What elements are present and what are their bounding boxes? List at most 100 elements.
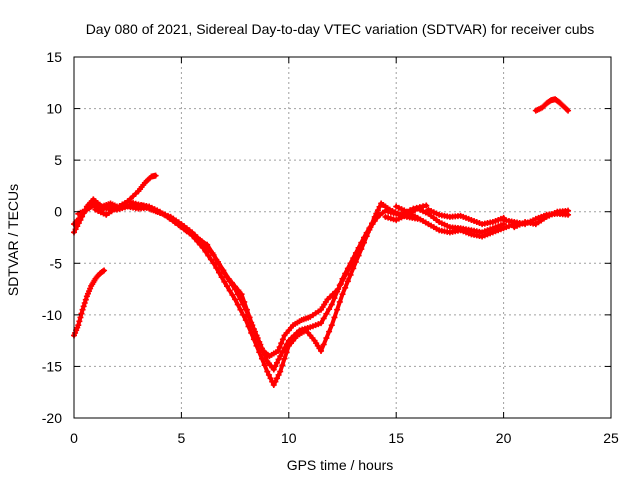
data-point xyxy=(347,271,354,278)
data-point xyxy=(228,279,235,286)
data-point xyxy=(320,341,327,348)
data-point xyxy=(80,303,87,310)
data-point xyxy=(209,250,216,257)
data-point xyxy=(337,280,344,287)
data-point xyxy=(364,229,371,236)
data-point xyxy=(221,278,228,285)
data-point xyxy=(328,322,335,329)
data-layer xyxy=(71,96,572,388)
data-point xyxy=(270,381,277,388)
data-point xyxy=(343,270,350,277)
data-point xyxy=(331,295,338,302)
y-tick-label: -5 xyxy=(50,255,63,271)
data-point xyxy=(225,275,232,282)
data-point xyxy=(257,341,264,348)
data-point xyxy=(218,274,225,281)
data-point xyxy=(340,275,347,282)
data-point xyxy=(279,336,286,343)
data-point xyxy=(267,375,274,382)
data-point xyxy=(171,219,178,226)
data-point xyxy=(348,260,355,267)
x-tick-label: 25 xyxy=(603,430,619,446)
data-point xyxy=(423,202,430,209)
data-point xyxy=(373,214,380,221)
data-point xyxy=(270,366,277,373)
x-tick-label: 5 xyxy=(178,430,186,446)
data-point xyxy=(323,310,330,317)
data-point xyxy=(79,306,86,313)
data-point xyxy=(362,234,369,241)
data-point xyxy=(273,359,280,366)
data-point xyxy=(250,336,257,343)
y-axis-label: SDTVAR / TECUs xyxy=(5,184,21,296)
data-point xyxy=(376,211,383,218)
data-point xyxy=(264,368,271,375)
y-tick-label: -20 xyxy=(42,410,62,426)
series-arc-early-rise xyxy=(71,267,108,339)
series-arc-late-high xyxy=(532,96,572,114)
series-arc-night-b xyxy=(511,207,572,231)
data-point xyxy=(166,215,173,222)
series-arc-main-b xyxy=(71,196,430,388)
data-point xyxy=(351,255,358,262)
data-point xyxy=(318,320,325,327)
data-point xyxy=(336,298,343,305)
data-point xyxy=(224,283,231,290)
data-point xyxy=(78,310,85,317)
data-point xyxy=(253,342,260,349)
series-arc-main-c xyxy=(75,200,383,360)
data-point xyxy=(76,318,83,325)
data-point xyxy=(161,211,168,218)
data-point xyxy=(272,363,279,370)
data-point xyxy=(146,204,153,211)
data-point xyxy=(261,362,268,369)
data-point xyxy=(323,335,330,342)
data-point xyxy=(277,368,284,375)
data-point xyxy=(563,106,570,113)
data-point xyxy=(320,315,327,322)
data-point xyxy=(249,322,256,329)
data-point xyxy=(326,306,333,313)
data-point xyxy=(177,223,184,230)
data-point xyxy=(376,203,383,210)
data-point xyxy=(243,306,250,313)
y-tick-label: 15 xyxy=(46,49,62,65)
y-tick-label: -15 xyxy=(42,358,62,374)
data-point xyxy=(197,241,204,248)
data-point xyxy=(74,223,81,230)
x-tick-label: 20 xyxy=(496,430,512,446)
data-point xyxy=(198,238,205,245)
data-point xyxy=(232,296,239,303)
data-point xyxy=(229,292,236,299)
data-point xyxy=(82,296,89,303)
data-point xyxy=(277,353,284,360)
data-point xyxy=(193,234,200,241)
data-point xyxy=(75,322,82,329)
data-point xyxy=(565,207,572,214)
data-point xyxy=(328,301,335,308)
y-tick-label: 5 xyxy=(54,152,62,168)
data-point xyxy=(235,287,242,294)
data-point xyxy=(241,298,248,305)
data-point xyxy=(205,252,212,259)
tick-layer: 0 5 10 15 20 25 -20 -15 -10 -5 0 5 10 15 xyxy=(42,49,619,446)
series-arc-evening-c xyxy=(425,206,507,228)
y-tick-label: -10 xyxy=(42,307,62,323)
data-point xyxy=(152,172,159,179)
data-point xyxy=(265,371,272,378)
data-point xyxy=(199,244,206,251)
data-point xyxy=(248,329,255,336)
data-point xyxy=(220,267,227,274)
data-point xyxy=(279,362,286,369)
data-point xyxy=(245,323,252,330)
data-point xyxy=(234,301,241,308)
series-arc-evening-a xyxy=(382,205,507,236)
data-point xyxy=(353,249,360,256)
data-point xyxy=(318,347,325,354)
data-point xyxy=(326,328,333,335)
data-point xyxy=(77,314,84,321)
data-point xyxy=(77,216,84,223)
data-point xyxy=(331,314,338,321)
data-point xyxy=(256,349,263,356)
